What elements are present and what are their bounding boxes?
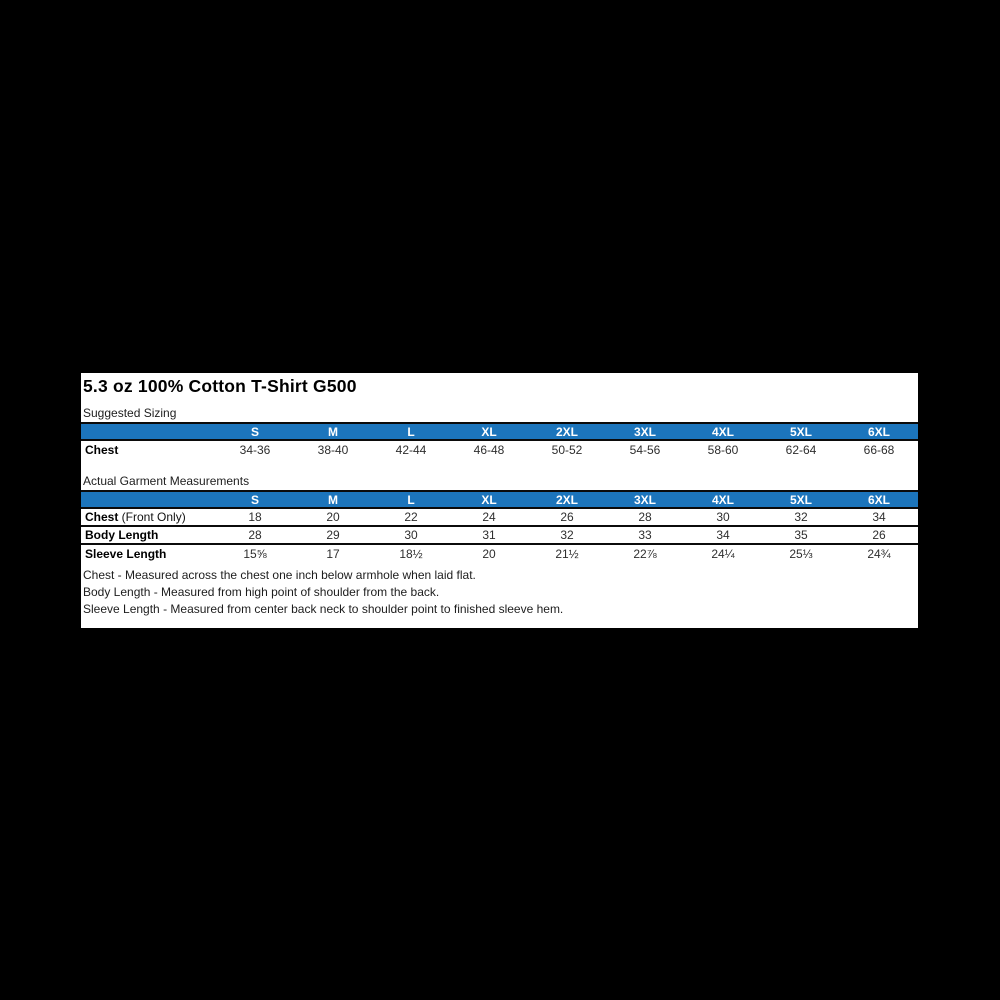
- data-cell: 50-52: [551, 442, 583, 457]
- data-cell: 24: [450, 508, 528, 527]
- size-header-cell: 5XL: [762, 422, 840, 441]
- size-header-cell: 3XL: [606, 490, 684, 509]
- data-cell: 20: [482, 546, 496, 561]
- data-cell: 29: [294, 526, 372, 545]
- data-cell: 33: [606, 526, 684, 545]
- data-cell: 30: [372, 526, 450, 545]
- size-header-cell: 2XL: [528, 422, 606, 441]
- data-cell: 20: [294, 508, 372, 527]
- size-header-cell: XL: [450, 490, 528, 509]
- data-cell: 58-60: [707, 442, 739, 457]
- data-cell: 21½: [555, 546, 579, 561]
- data-cell: 22: [372, 508, 450, 527]
- data-cell: 24¼: [711, 546, 735, 561]
- data-cell: 66-68: [863, 442, 895, 457]
- table-caption-suggested-sizing: Suggested Sizing: [83, 406, 177, 420]
- size-header-cell: 5XL: [762, 490, 840, 509]
- data-cell: 62-64: [785, 442, 817, 457]
- note-body-length: Body Length - Measured from high point o…: [83, 585, 440, 599]
- size-header-cell: 2XL: [528, 490, 606, 509]
- row-label: Sleeve Length: [85, 546, 167, 561]
- data-cell: 54-56: [629, 442, 661, 457]
- data-cell: 26: [528, 508, 606, 527]
- size-header-row: S M L XL 2XL 3XL 4XL 5XL 6XL: [81, 422, 918, 441]
- table-row: Chest (Front Only) 18 20 22 24 26 28 30 32 34: [81, 508, 918, 527]
- data-cell: 35: [762, 526, 840, 545]
- data-cell: 15⅝: [243, 546, 267, 561]
- data-cell: 32: [528, 526, 606, 545]
- size-chart-panel: 5.3 oz 100% Cotton T-Shirt G500 Suggeste…: [81, 373, 918, 628]
- row-label: Chest (Front Only): [81, 508, 216, 527]
- data-cell: 38-40: [317, 442, 349, 457]
- row-label: Chest: [85, 442, 119, 457]
- data-cell: 24¾: [867, 546, 891, 561]
- data-cell: 28: [606, 508, 684, 527]
- data-cell: 28: [216, 526, 294, 545]
- data-cell: 18: [216, 508, 294, 527]
- row-label: Body Length: [81, 526, 216, 545]
- size-header-cell: 4XL: [684, 422, 762, 441]
- size-header-cell: 3XL: [606, 422, 684, 441]
- data-cell: 25⅓: [789, 546, 813, 561]
- size-header-cell: 6XL: [840, 422, 918, 441]
- corner-cell: [81, 422, 216, 441]
- note-sleeve-length: Sleeve Length - Measured from center bac…: [83, 602, 564, 616]
- table-row: Body Length 28 29 30 31 32 33 34 35 26: [81, 526, 918, 545]
- size-header-cell: XL: [450, 422, 528, 441]
- size-header-cell: S: [216, 422, 294, 441]
- data-cell: 30: [684, 508, 762, 527]
- data-cell: 31: [450, 526, 528, 545]
- data-cell: 17: [326, 546, 340, 561]
- table-row: Chest 34-36 38-40 42-44 46-48 50-52 54-56 58-60…: [81, 440, 918, 458]
- actual-garment-measurements-table: S M L XL 2XL 3XL 4XL 5XL 6XL Chest (Front Only) 18…: [81, 490, 918, 562]
- size-header-cell: M: [294, 490, 372, 509]
- suggested-sizing-table: S M L XL 2XL 3XL 4XL 5XL 6XL Chest 34-36 38-40 42-44…: [81, 422, 918, 458]
- table-row: Sleeve Length 15⅝ 17 18½ 20 21½ 22⅞ 24¼ 25⅓ 24¾: [81, 544, 918, 562]
- note-chest: Chest - Measured across the chest one in…: [83, 568, 476, 582]
- corner-cell: [81, 490, 216, 509]
- size-header-cell: M: [294, 422, 372, 441]
- data-cell: 42-44: [395, 442, 427, 457]
- data-cell: 22⅞: [633, 546, 657, 561]
- data-cell: 34-36: [239, 442, 271, 457]
- size-header-cell: 6XL: [840, 490, 918, 509]
- size-header-cell: 4XL: [684, 490, 762, 509]
- size-header-cell: S: [216, 490, 294, 509]
- data-cell: 34: [684, 526, 762, 545]
- measurement-notes: Chest - Measured across the chest one in…: [83, 567, 918, 618]
- data-cell: 46-48: [473, 442, 505, 457]
- data-cell: 26: [840, 526, 918, 545]
- data-cell: 32: [762, 508, 840, 527]
- product-title: 5.3 oz 100% Cotton T-Shirt G500: [83, 376, 357, 396]
- size-header-cell: L: [372, 490, 450, 509]
- size-header-row: S M L XL 2XL 3XL 4XL 5XL 6XL: [81, 490, 918, 509]
- data-cell: 18½: [399, 546, 423, 561]
- data-cell: 34: [840, 508, 918, 527]
- table-caption-actual-garment-measurements: Actual Garment Measurements: [83, 474, 250, 488]
- size-header-cell: L: [372, 422, 450, 441]
